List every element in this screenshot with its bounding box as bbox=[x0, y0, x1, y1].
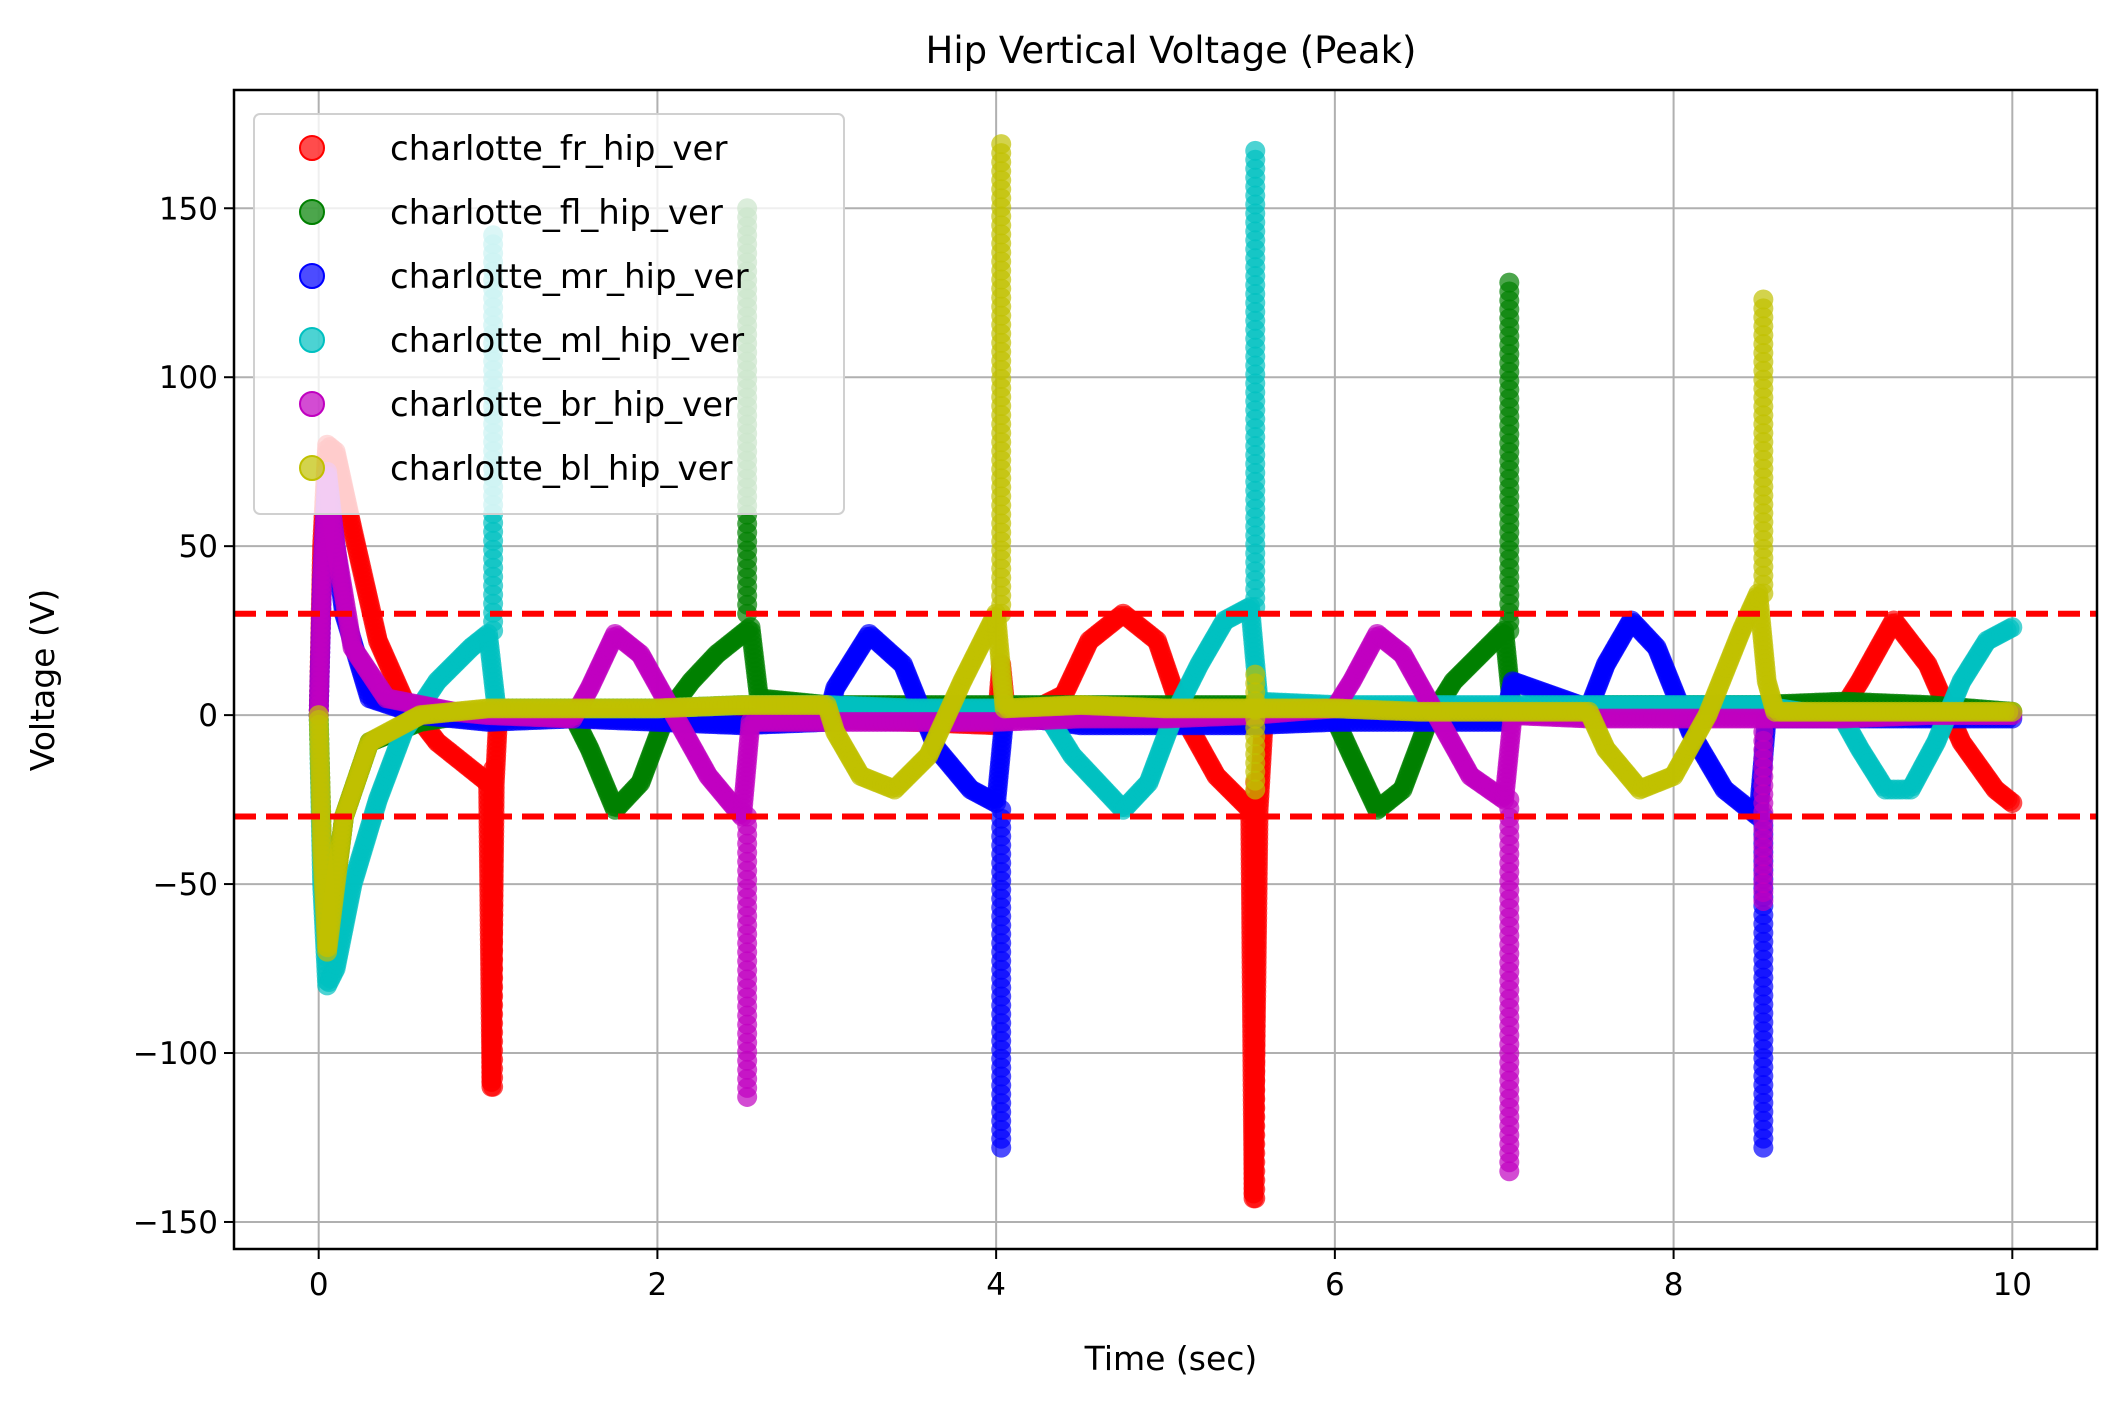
data-point bbox=[483, 759, 504, 780]
legend-marker bbox=[299, 391, 325, 417]
y-tick-label: 150 bbox=[159, 191, 218, 227]
x-tick-label: 4 bbox=[986, 1267, 1006, 1303]
legend-marker bbox=[299, 263, 325, 289]
legend-label: charlotte_ml_hip_ver bbox=[390, 321, 744, 361]
data-point bbox=[2002, 617, 2023, 638]
legend-label: charlotte_fl_hip_ver bbox=[390, 193, 723, 233]
data-point bbox=[1499, 789, 1520, 810]
legend-label: charlotte_br_hip_ver bbox=[390, 385, 737, 425]
x-tick-label: 2 bbox=[648, 1267, 668, 1303]
y-tick-label: 0 bbox=[198, 698, 218, 734]
y-tick-label: 50 bbox=[179, 529, 218, 565]
legend-label: charlotte_fr_hip_ver bbox=[390, 129, 727, 169]
data-point bbox=[991, 134, 1012, 155]
y-tick-label: −50 bbox=[153, 867, 218, 903]
chart-title: Hip Vertical Voltage (Peak) bbox=[926, 29, 1417, 72]
data-point bbox=[1499, 272, 1520, 293]
legend-marker bbox=[299, 455, 325, 481]
legend: charlotte_fr_hip_ver charlotte_fl_hip_ver… bbox=[253, 113, 845, 515]
y-tick-label: 100 bbox=[159, 360, 218, 396]
data-point bbox=[1245, 140, 1266, 161]
y-axis-label: Voltage (V) bbox=[23, 589, 62, 772]
legend-marker bbox=[299, 199, 325, 225]
data-point bbox=[2002, 701, 2023, 722]
legend-label: charlotte_mr_hip_ver bbox=[390, 257, 749, 297]
axis-ticks: 0 2 4 6 8 10 −150 −100 −50 0 50 100 150 bbox=[133, 191, 2032, 1303]
y-tick-label: −100 bbox=[133, 1036, 218, 1072]
legend-label: charlotte_bl_hip_ver bbox=[390, 449, 733, 489]
legend-marker bbox=[299, 135, 325, 161]
x-tick-label: 10 bbox=[1993, 1267, 2032, 1303]
data-point bbox=[2002, 792, 2023, 813]
x-axis-label: Time (sec) bbox=[1084, 1339, 1258, 1378]
y-tick-label: −150 bbox=[133, 1205, 218, 1241]
data-point bbox=[1753, 722, 1774, 743]
x-tick-label: 6 bbox=[1325, 1267, 1345, 1303]
data-point bbox=[1245, 664, 1266, 685]
x-tick-label: 8 bbox=[1664, 1267, 1684, 1303]
legend-marker bbox=[299, 327, 325, 353]
x-tick-label: 0 bbox=[309, 1267, 329, 1303]
data-point bbox=[1753, 289, 1774, 310]
